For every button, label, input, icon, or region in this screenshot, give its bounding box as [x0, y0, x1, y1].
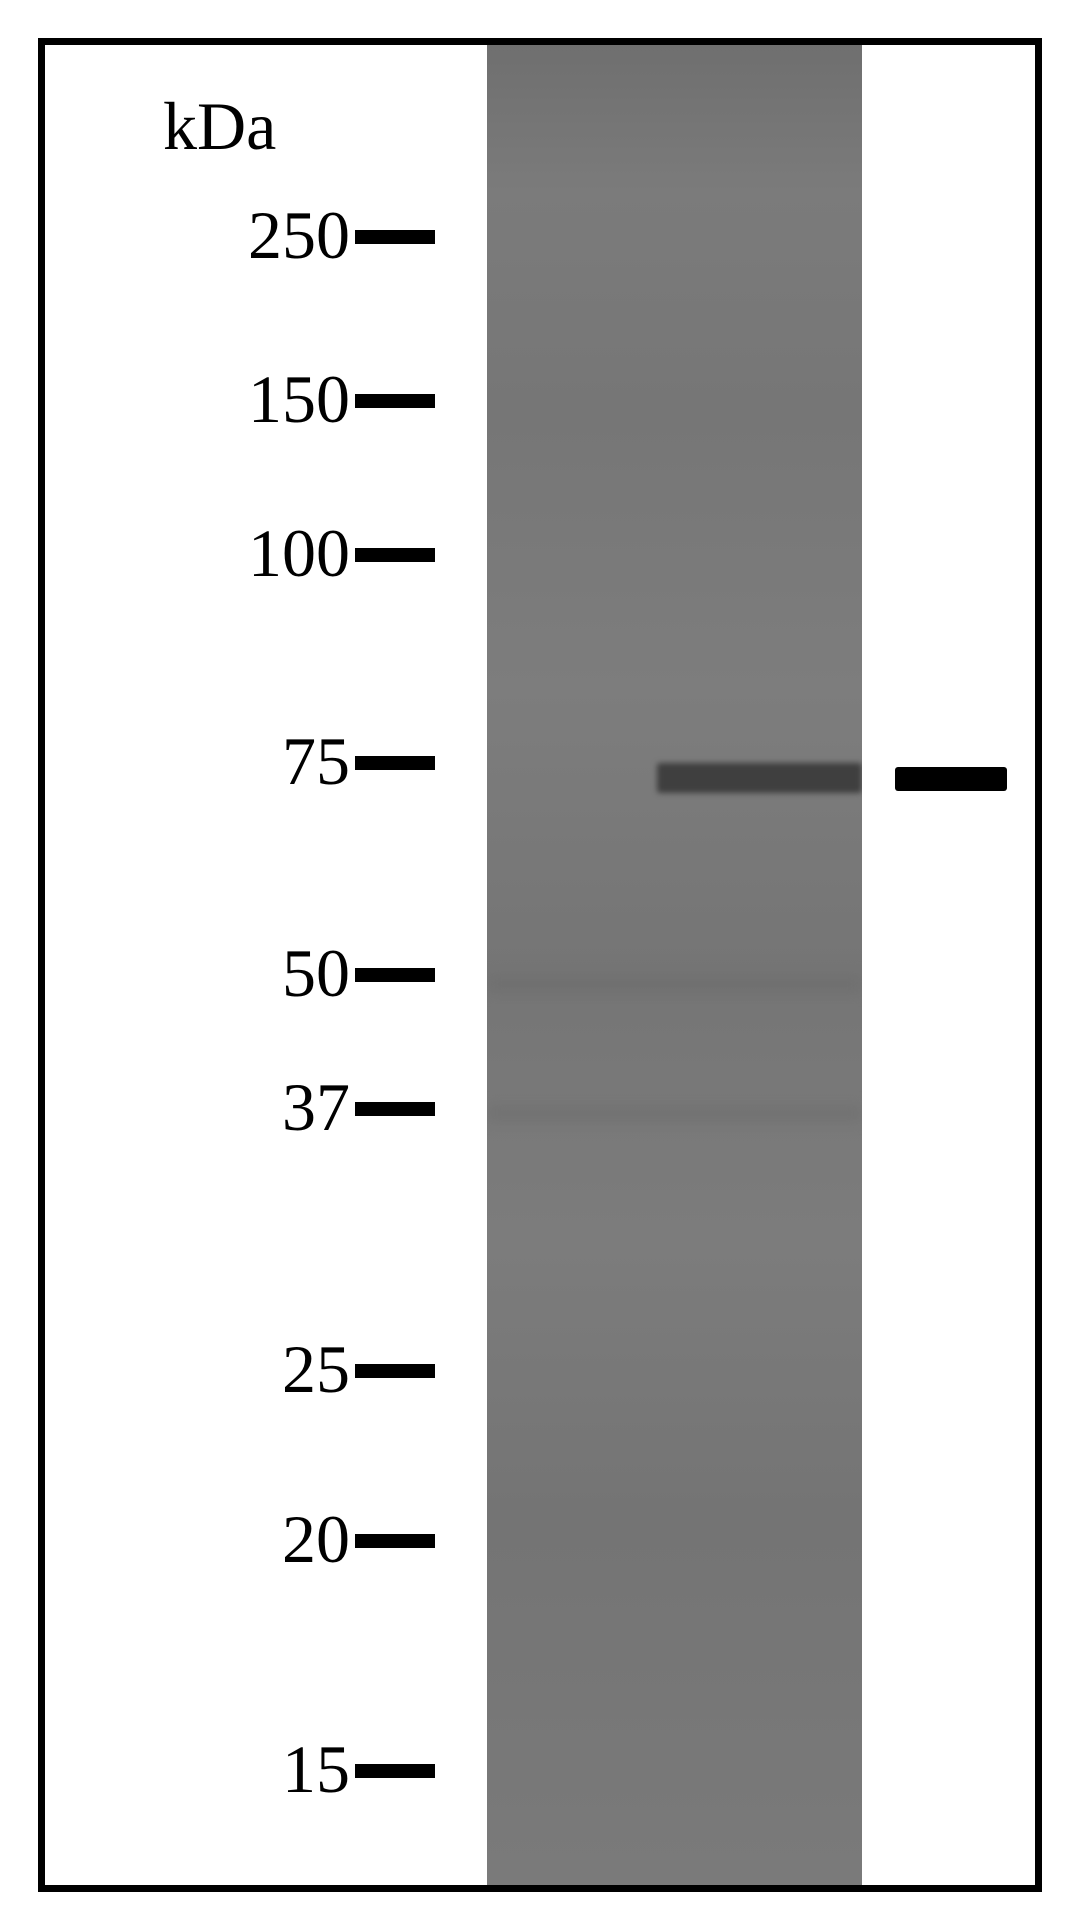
marker-tick	[355, 230, 435, 244]
figure-frame: kDa 250 150 100 75 50 37 25 20 15	[38, 38, 1042, 1892]
marker-label: 150	[248, 360, 350, 439]
protein-band	[657, 763, 862, 793]
marker-row: 37	[45, 1079, 480, 1139]
marker-tick	[355, 1102, 435, 1116]
marker-tick	[355, 1764, 435, 1778]
marker-label: 100	[248, 514, 350, 593]
marker-row: 250	[45, 207, 480, 267]
marker-row: 15	[45, 1741, 480, 1801]
marker-label: 75	[282, 722, 350, 801]
marker-label: 15	[282, 1730, 350, 1809]
marker-label: 25	[282, 1330, 350, 1409]
marker-label: 250	[248, 196, 350, 275]
marker-row: 150	[45, 371, 480, 431]
western-blot-lane	[487, 45, 862, 1885]
faint-band	[487, 1105, 862, 1121]
marker-tick	[355, 1364, 435, 1378]
marker-label: 37	[282, 1068, 350, 1147]
marker-label: 50	[282, 934, 350, 1013]
target-band-indicator	[895, 767, 1007, 791]
molecular-weight-ladder: kDa 250 150 100 75 50 37 25 20 15	[45, 45, 480, 1885]
marker-row: 75	[45, 733, 480, 793]
marker-tick	[355, 394, 435, 408]
marker-row: 50	[45, 945, 480, 1005]
marker-tick	[355, 968, 435, 982]
marker-row: 100	[45, 525, 480, 585]
marker-tick	[355, 548, 435, 562]
marker-row: 25	[45, 1341, 480, 1401]
marker-tick	[355, 756, 435, 770]
marker-tick	[355, 1534, 435, 1548]
marker-row: 20	[45, 1511, 480, 1571]
marker-label: 20	[282, 1500, 350, 1579]
unit-label: kDa	[163, 87, 276, 166]
faint-band	[487, 975, 862, 993]
